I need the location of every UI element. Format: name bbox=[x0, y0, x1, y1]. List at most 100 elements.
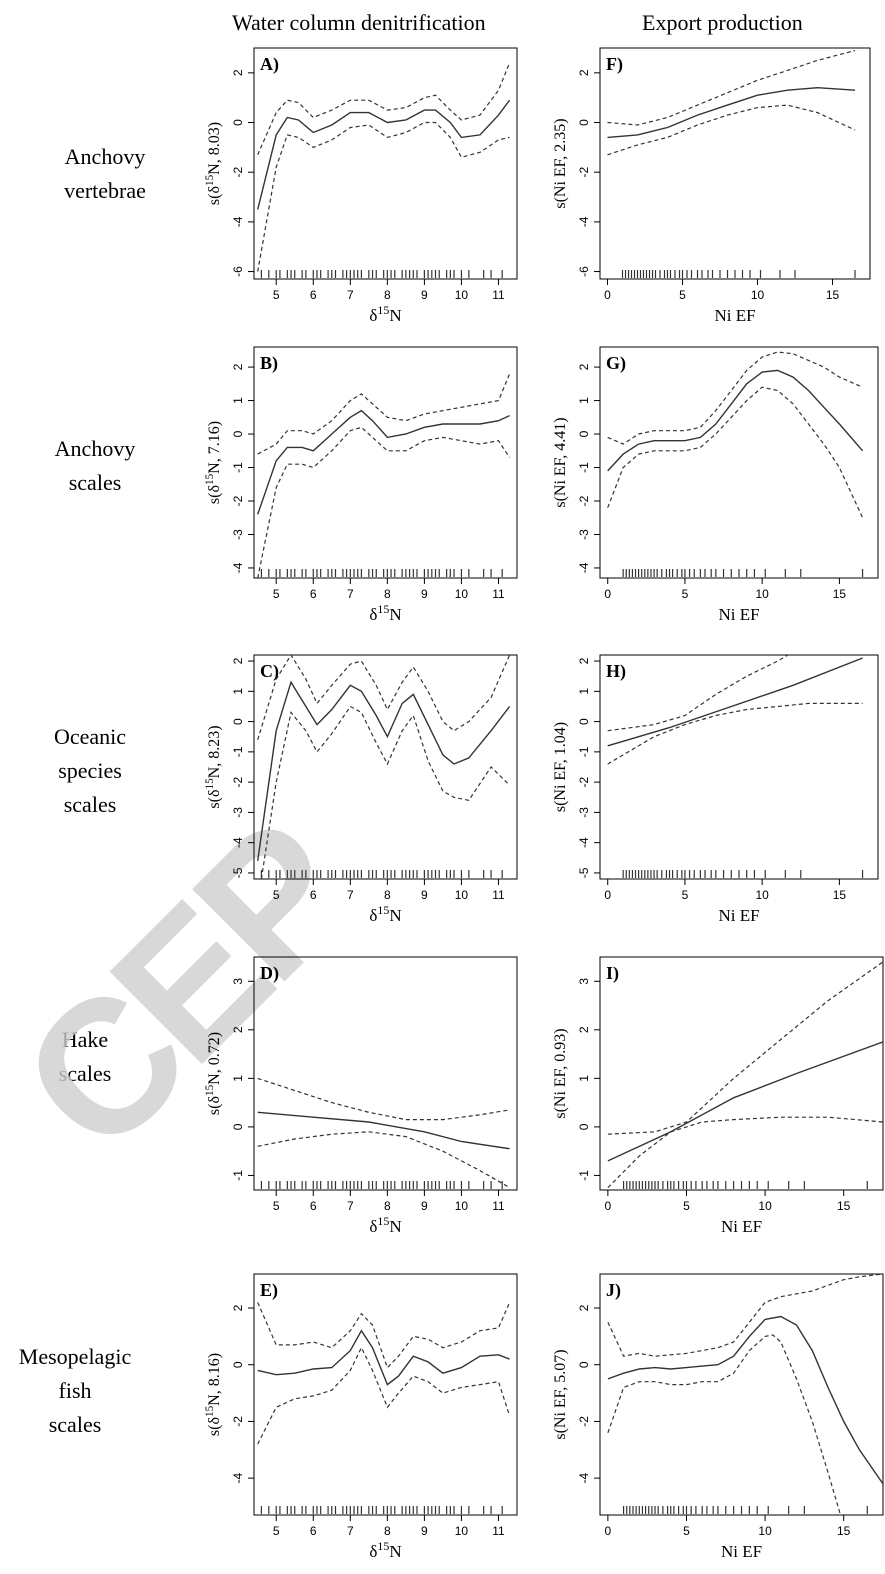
row-label-line: scales bbox=[58, 1061, 112, 1086]
panel-letter: I) bbox=[606, 963, 619, 984]
x-tick-label: 11 bbox=[492, 288, 505, 302]
y-tick-label: 2 bbox=[231, 657, 245, 664]
row-label-line: Oceanic bbox=[53, 724, 127, 749]
y-tick-label: -3 bbox=[231, 807, 245, 818]
upper-confidence-band bbox=[607, 351, 863, 445]
x-axis-label: Ni EF bbox=[718, 906, 759, 925]
smooth-fit-line bbox=[257, 680, 511, 861]
x-tick-label: 5 bbox=[273, 288, 280, 302]
y-tick-label: -1 bbox=[577, 1170, 591, 1181]
x-tick-label: 10 bbox=[455, 888, 469, 902]
y-tick-label: -4 bbox=[231, 1472, 245, 1483]
y-tick-label: -1 bbox=[577, 746, 591, 757]
x-axis-label: δ15N bbox=[369, 1539, 401, 1561]
upper-confidence-band bbox=[607, 961, 883, 1135]
y-tick-label: 2 bbox=[577, 69, 591, 76]
smooth-fit-line bbox=[607, 86, 856, 139]
plot-frame bbox=[599, 956, 884, 1191]
y-tick-label: 0 bbox=[231, 718, 245, 725]
y-tick-label: 3 bbox=[577, 978, 591, 985]
x-axis-label: δ15N bbox=[369, 602, 401, 624]
y-axis-label: s(δ15N, 8.16) bbox=[204, 1353, 223, 1436]
column-title-denitrification: Water column denitrification bbox=[232, 10, 486, 35]
y-tick-label: -2 bbox=[231, 776, 245, 787]
plot-frame bbox=[599, 654, 879, 880]
y-tick-label: 0 bbox=[577, 430, 591, 437]
x-axis-label: δ15N bbox=[369, 303, 401, 325]
x-tick-label: 15 bbox=[826, 288, 840, 302]
x-axis-label: Ni EF bbox=[714, 306, 755, 325]
panel-letter: H) bbox=[606, 661, 626, 682]
y-tick-label: -4 bbox=[231, 562, 245, 573]
y-tick-label: 1 bbox=[577, 397, 591, 404]
lower-confidence-band bbox=[257, 1131, 510, 1189]
panel-f: F) 0 5 10 15 -6 -4 -2 0 2 Ni EF s(Ni EF, 2.35) bbox=[552, 47, 871, 325]
y-tick-label: -2 bbox=[577, 495, 591, 506]
plot-frame bbox=[253, 1273, 518, 1516]
y-tick-label: -6 bbox=[231, 266, 245, 277]
x-tick-label: 5 bbox=[682, 587, 689, 601]
plot-frame bbox=[599, 1273, 884, 1516]
lower-confidence-band bbox=[607, 1116, 883, 1189]
plot-frame bbox=[599, 346, 879, 579]
y-tick-label: 2 bbox=[577, 657, 591, 664]
x-axis-label: Ni EF bbox=[721, 1542, 762, 1561]
panel-letter: D) bbox=[260, 963, 279, 984]
smooth-fit-line bbox=[607, 369, 864, 472]
lower-confidence-band bbox=[257, 1346, 511, 1445]
row-label-line: Anchovy bbox=[64, 144, 146, 169]
y-tick-label: -2 bbox=[577, 1416, 591, 1427]
x-tick-label: 11 bbox=[492, 888, 505, 902]
lower-confidence-band bbox=[260, 705, 511, 879]
row-label-hake-scales: Hake scales bbox=[10, 1023, 160, 1091]
row-label-line: Hake bbox=[61, 1027, 109, 1052]
x-tick-label: 5 bbox=[273, 587, 280, 601]
x-tick-label: 11 bbox=[492, 1199, 505, 1213]
y-tick-label: -4 bbox=[577, 1472, 591, 1483]
y-tick-label: -3 bbox=[577, 529, 591, 540]
upper-confidence-band bbox=[257, 373, 511, 455]
x-tick-label: 10 bbox=[755, 888, 769, 902]
lower-confidence-band bbox=[607, 104, 856, 156]
panel-letter: F) bbox=[606, 54, 623, 75]
x-tick-label: 6 bbox=[310, 1199, 317, 1213]
y-axis-label: s(Ni EF, 2.35) bbox=[552, 118, 569, 208]
x-tick-label: 8 bbox=[384, 288, 391, 302]
x-axis-label: δ15N bbox=[369, 1214, 401, 1236]
panel-letter: J) bbox=[606, 1280, 621, 1301]
y-tick-label: 3 bbox=[231, 978, 245, 985]
y-tick-label: -4 bbox=[231, 216, 245, 227]
lower-confidence-band bbox=[607, 1334, 842, 1515]
x-tick-label: 10 bbox=[751, 288, 765, 302]
plot-frame bbox=[253, 346, 518, 579]
panel-j: J) 0 5 10 15 -4 -2 0 2 Ni EF s(Ni EF, 5.07) bbox=[552, 1273, 884, 1561]
panel-letter: E) bbox=[260, 1280, 278, 1301]
y-axis-label: s(δ15N, 8.23) bbox=[204, 725, 223, 808]
lower-confidence-band bbox=[607, 702, 863, 765]
upper-confidence-band bbox=[257, 655, 511, 740]
y-tick-label: 0 bbox=[231, 430, 245, 437]
smooth-fit-line bbox=[607, 1315, 883, 1485]
x-tick-label: 8 bbox=[384, 587, 391, 601]
x-tick-label: 10 bbox=[758, 1524, 772, 1538]
x-tick-label: 5 bbox=[679, 288, 686, 302]
x-tick-label: 9 bbox=[421, 288, 428, 302]
x-tick-label: 9 bbox=[421, 888, 428, 902]
panel-d: D) 5 6 7 8 9 10 11 -1 0 1 2 3 δ15N s(δ15N, 0.72) bbox=[204, 956, 518, 1236]
smooth-fit-line bbox=[607, 1041, 883, 1162]
x-tick-label: 6 bbox=[310, 288, 317, 302]
upper-confidence-band bbox=[607, 655, 790, 732]
x-tick-label: 7 bbox=[347, 288, 354, 302]
panel-b: B) 5 6 7 8 9 10 11 -4 -3 -2 -1 0 1 2 δ15N s(δ15N, 7.16) bbox=[204, 346, 518, 624]
y-tick-label: 0 bbox=[577, 1123, 591, 1130]
panel-i: I) 0 5 10 15 -1 0 1 2 3 Ni EF s(Ni EF, 0.93) bbox=[552, 956, 884, 1236]
x-tick-label: 8 bbox=[384, 888, 391, 902]
y-axis-label: s(Ni EF, 1.04) bbox=[552, 722, 569, 812]
y-axis-label: s(δ15N, 0.72) bbox=[204, 1032, 223, 1115]
panel-e: E) 5 6 7 8 9 10 11 -4 -2 0 2 δ15N s(δ15N, 8.16) bbox=[204, 1273, 518, 1561]
x-tick-label: 8 bbox=[384, 1199, 391, 1213]
y-tick-label: 1 bbox=[577, 1075, 591, 1082]
y-tick-label: -2 bbox=[577, 776, 591, 787]
smooth-fit-line bbox=[257, 409, 510, 515]
upper-confidence-band bbox=[257, 1077, 510, 1121]
